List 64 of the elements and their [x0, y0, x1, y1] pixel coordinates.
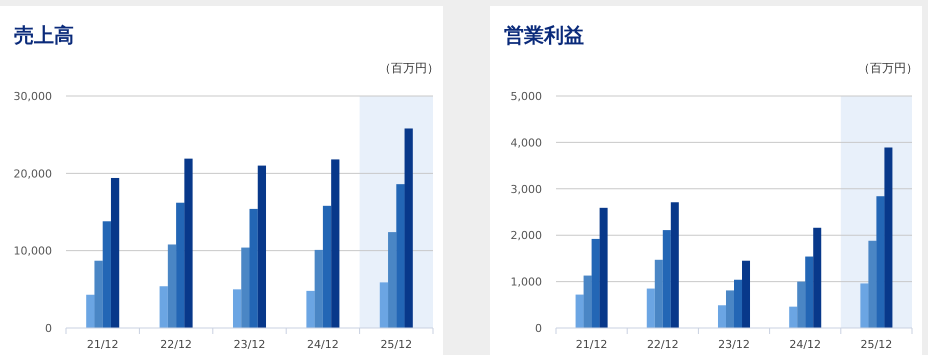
bar	[380, 282, 388, 328]
bar	[742, 260, 750, 328]
y-tick-label: 30,000	[14, 90, 52, 103]
bar	[813, 228, 822, 328]
y-tick-label: 4,000	[510, 136, 542, 150]
x-tick-label: 22/12	[160, 338, 192, 351]
bar	[258, 166, 266, 328]
bar	[600, 208, 608, 328]
x-tick-label: 24/12	[307, 338, 339, 351]
bar	[576, 294, 584, 328]
bar	[322, 206, 332, 328]
text: （百万円）	[379, 61, 439, 75]
bar	[868, 240, 876, 328]
bar	[250, 208, 258, 328]
bar	[404, 128, 413, 328]
bar	[314, 250, 323, 328]
bar	[388, 232, 396, 328]
bar	[884, 148, 892, 328]
bar	[718, 305, 726, 328]
bar	[396, 184, 405, 328]
x-tick-label: 25/12	[380, 338, 412, 351]
bar	[584, 276, 592, 328]
x-tick-label: 21/12	[576, 338, 608, 351]
bar	[654, 260, 663, 328]
bar	[805, 256, 814, 328]
x-tick-label: 24/12	[789, 338, 822, 351]
bar	[94, 260, 103, 328]
bar	[646, 288, 655, 328]
y-tick-label: 1,000	[510, 276, 542, 289]
bar	[662, 230, 671, 328]
x-tick-label: 25/12	[860, 338, 892, 351]
bar	[860, 283, 868, 328]
y-tick-label: 3,000	[510, 182, 542, 196]
bar	[670, 202, 679, 328]
chart-title: 売上高	[14, 23, 74, 47]
bar	[734, 280, 742, 328]
bar	[102, 221, 111, 328]
bar	[184, 158, 193, 328]
bar	[797, 282, 806, 328]
bar	[160, 286, 168, 328]
x-tick-label: 23/12	[718, 338, 750, 351]
x-tick-label: 23/12	[234, 338, 266, 351]
bar	[789, 306, 798, 328]
bar	[876, 196, 884, 328]
x-tick-label: 22/12	[646, 338, 679, 351]
bar	[241, 248, 250, 328]
bar	[86, 294, 94, 328]
x-tick-label: 21/12	[86, 338, 119, 351]
y-tick-label: 20,000	[14, 167, 52, 180]
bar	[168, 244, 176, 328]
bar	[110, 178, 120, 328]
bar	[176, 202, 184, 328]
y-tick-label: 5,000	[510, 90, 542, 103]
text: （百万円）	[858, 61, 918, 75]
y-tick-label: 0	[535, 322, 542, 335]
chart-title: 営業利益	[504, 23, 584, 47]
y-tick-label: 0	[45, 322, 52, 335]
bar	[726, 290, 734, 328]
bar	[592, 238, 600, 328]
bar	[232, 289, 242, 328]
bar	[331, 159, 340, 328]
y-tick-label: 2,000	[510, 229, 542, 242]
y-tick-label: 10,000	[14, 244, 52, 258]
bar	[306, 290, 315, 328]
